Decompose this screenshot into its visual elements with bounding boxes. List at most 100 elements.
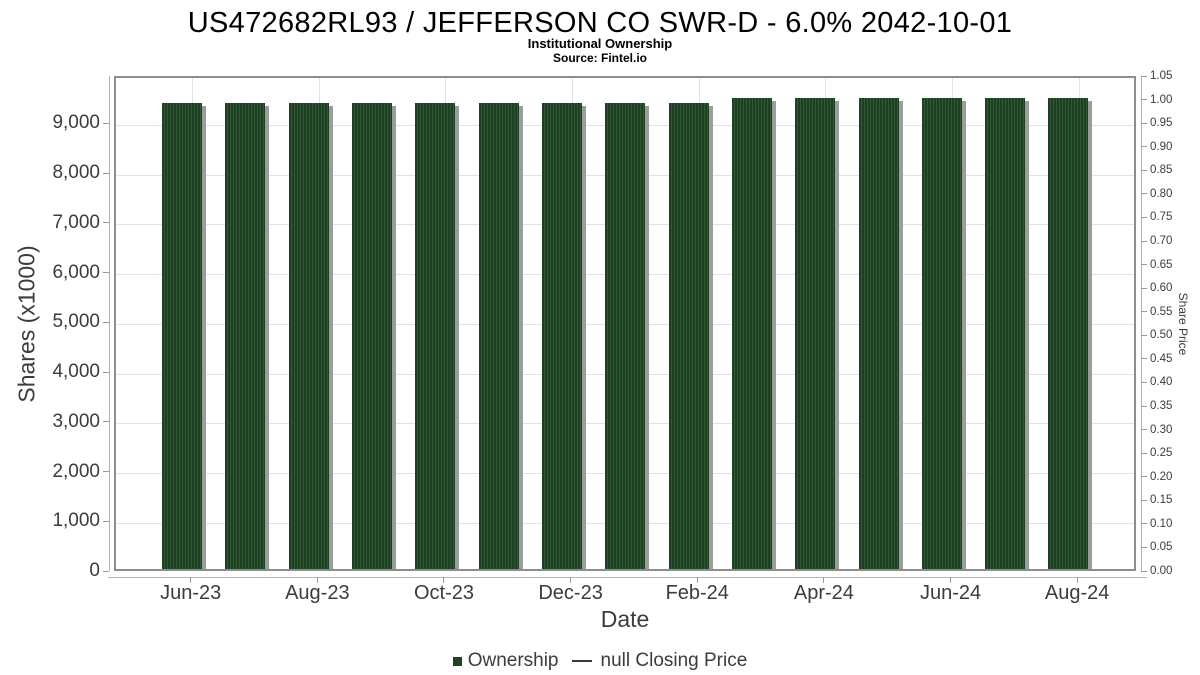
y-right-tick-label: 0.80 [1150, 187, 1173, 200]
y-right-tick-mark [1141, 405, 1147, 407]
y-right-tick-label: 0.10 [1150, 517, 1173, 530]
y-right-tick-label: 0.60 [1150, 282, 1173, 295]
y-left-tick-mark [103, 122, 109, 124]
bar [478, 103, 523, 569]
y-right-tick-label: 0.30 [1150, 423, 1173, 436]
y-right-tick-mark [1141, 216, 1147, 218]
bar [541, 103, 586, 569]
y-right-tick-mark [1141, 476, 1147, 478]
y-left-tick-mark [103, 321, 109, 323]
y-right-tick-label: 0.45 [1150, 352, 1173, 365]
y-right-tick-mark [1141, 499, 1147, 501]
y-right-tick-mark [1141, 169, 1147, 171]
y-right-tick-mark [1141, 311, 1147, 313]
x-tick-label: Jun-23 [160, 582, 222, 604]
bar [795, 98, 840, 569]
y-right-tick-mark [1141, 381, 1147, 383]
y-right-tick-mark [1141, 75, 1147, 77]
x-tick-label: Aug-23 [285, 582, 350, 604]
legend-label-ownership: Ownership [467, 650, 559, 671]
legend-square-icon [452, 656, 462, 666]
y-right-tick-mark [1141, 99, 1147, 101]
x-tick-label: Dec-23 [538, 582, 603, 604]
y-left-tick-mark [103, 172, 109, 174]
y-left-tick-mark [103, 520, 109, 522]
y-right-tick-label: 0.15 [1150, 494, 1173, 507]
y-right-tick-mark [1141, 264, 1147, 266]
x-tick-label: Oct-23 [413, 582, 474, 604]
y-right-tick-mark [1141, 523, 1147, 525]
y-left-tick-label: 5,000 [52, 311, 100, 333]
y-left-axis-label: Shares (x1000) [13, 245, 40, 403]
y-left-tick-label: 9,000 [52, 112, 100, 134]
y-left-tick-label: 2,000 [52, 460, 100, 482]
y-left-tick-label: 0 [89, 560, 100, 581]
y-right-tick-mark [1141, 546, 1147, 548]
bar [921, 98, 966, 569]
y-left-tick-mark [103, 371, 109, 373]
y-right-tick-mark [1141, 240, 1147, 242]
x-tick-label: Jun-24 [919, 582, 982, 604]
x-tick-label: Apr-24 [793, 582, 854, 604]
legend-line-icon [571, 660, 592, 662]
x-tick-label: Feb-24 [665, 582, 729, 604]
bar [668, 103, 713, 569]
y-left-tick-mark [103, 272, 109, 273]
y-left-tick-label: 6,000 [52, 261, 100, 283]
x-tick-label: Aug-24 [1044, 582, 1110, 604]
y-right-tick-mark [1141, 193, 1147, 195]
y-right-tick-label: 0.70 [1150, 235, 1173, 247]
y-right-spine [1141, 76, 1142, 571]
legend-label-closing-price: null Closing Price [600, 650, 748, 671]
y-right-tick-mark [1141, 570, 1147, 572]
y-right-tick-label: 0.75 [1150, 211, 1173, 224]
y-right-tick-label: 0.85 [1150, 164, 1173, 177]
y-right-tick-label: 0.35 [1150, 400, 1173, 412]
y-left-tick-mark [103, 471, 109, 472]
bar [351, 103, 396, 569]
y-right-tick-mark [1141, 429, 1147, 431]
y-right-tick-label: 0.55 [1150, 305, 1173, 318]
bar [1048, 98, 1093, 569]
y-left-tick-mark [103, 222, 109, 224]
y-right-tick-mark [1141, 452, 1147, 454]
x-tick-mark [1076, 577, 1078, 583]
y-left-tick-label: 8,000 [52, 162, 100, 183]
y-right-tick-mark [1141, 358, 1147, 360]
y-left-tick-label: 7,000 [52, 211, 100, 233]
x-tick-mark [570, 577, 572, 583]
y-right-tick-label: 0.65 [1150, 258, 1173, 271]
x-tick-mark [696, 577, 698, 583]
bar [225, 103, 270, 569]
x-axis-spine [108, 577, 1147, 578]
y-right-tick-mark [1141, 146, 1147, 148]
bar [858, 98, 903, 569]
y-right-tick-label: 1.05 [1150, 70, 1173, 82]
chart-source: Source: Fintel.io [552, 51, 647, 65]
y-right-tick-label: 0.95 [1150, 117, 1173, 130]
y-left-tick-label: 1,000 [52, 510, 100, 532]
x-tick-mark [190, 577, 192, 583]
bar [731, 98, 776, 569]
y-right-tick-mark [1141, 122, 1147, 124]
y-right-tick-label: 0.05 [1150, 541, 1173, 554]
chart-title: US472682RL93 / JEFFERSON CO SWR-D - 6.0%… [187, 7, 1013, 39]
bar [605, 103, 650, 569]
y-left-tick-mark [103, 421, 109, 423]
y-right-tick-mark [1141, 287, 1147, 289]
chart-subtitle: Institutional Ownership [527, 36, 673, 51]
x-tick-mark [316, 577, 318, 583]
y-right-tick-label: 0.40 [1150, 376, 1173, 389]
y-right-tick-label: 0.90 [1150, 140, 1173, 153]
y-left-tick-label: 4,000 [52, 361, 100, 382]
y-left-spine [109, 76, 110, 571]
x-axis-label: Date [600, 606, 650, 632]
plot-area [114, 76, 1136, 571]
y-right-tick-label: 1.00 [1150, 93, 1173, 106]
y-left-tick-label: 3,000 [52, 410, 100, 432]
bar [985, 98, 1030, 569]
y-right-axis-label: Share Price [1176, 292, 1190, 356]
y-right-tick-mark [1141, 334, 1147, 336]
x-tick-mark [950, 577, 952, 583]
